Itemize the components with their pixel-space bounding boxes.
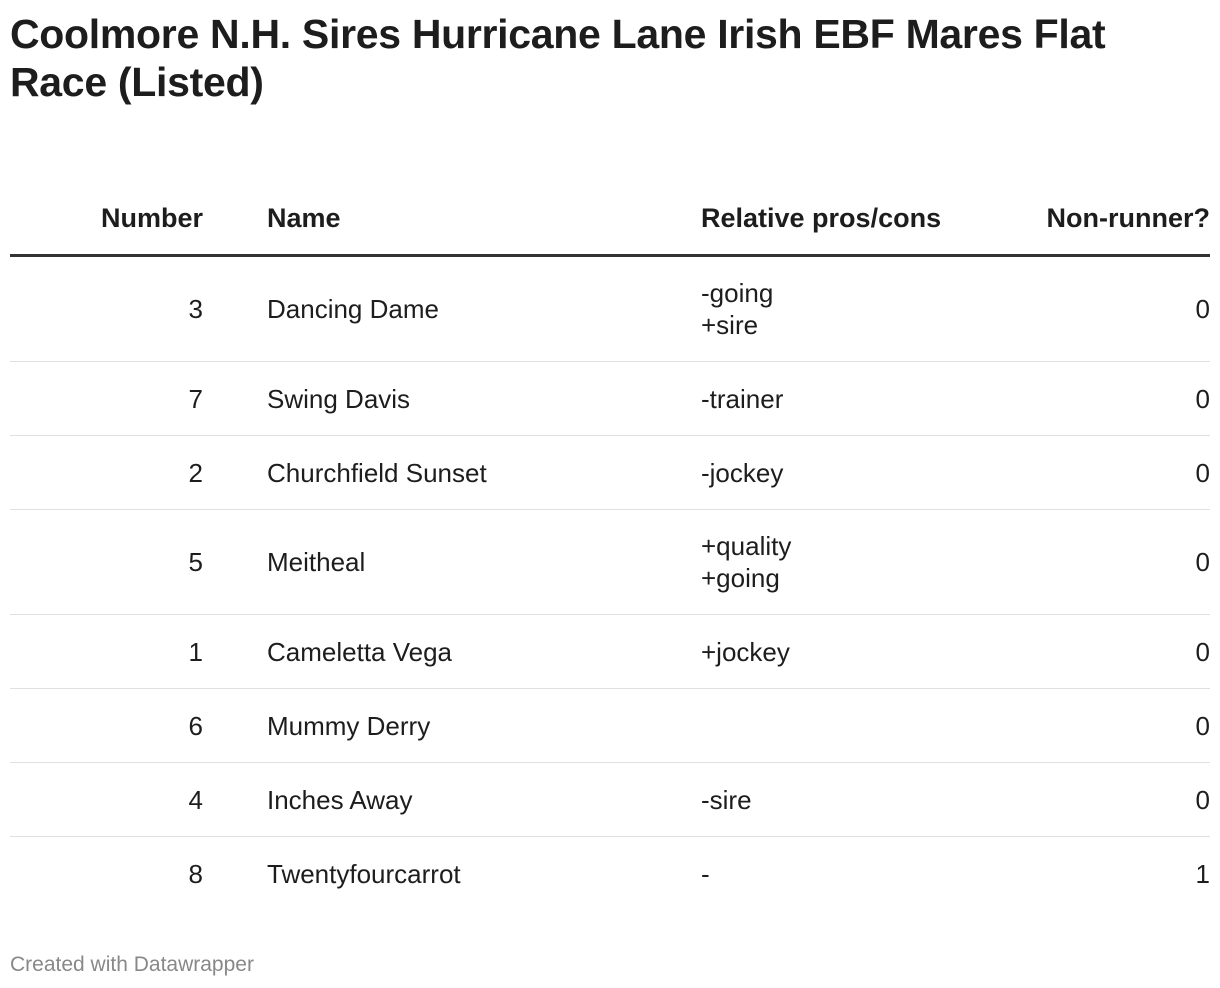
table-row: 7 Swing Davis -trainer 0	[10, 361, 1210, 436]
pros-cons-item: +going	[701, 563, 780, 593]
page-title: Coolmore N.H. Sires Hurricane Lane Irish…	[10, 11, 1106, 105]
cell-non-runner: 0	[1001, 509, 1210, 615]
cell-name: Twentyfourcarrot	[267, 858, 461, 889]
column-header-pros-cons[interactable]: Relative pros/cons	[701, 162, 1001, 257]
cell-number: 3	[10, 255, 203, 362]
cell-name: Mummy Derry	[203, 688, 701, 763]
cell-non-runner: 0	[1001, 361, 1210, 436]
cell-pros-cons: +quality +going	[701, 509, 1001, 615]
table-header-row: Number Name Relative pros/cons Non-runne…	[10, 162, 1210, 257]
cell-pros-cons: -jockey	[701, 435, 1001, 510]
credit-footer: Created with Datawrapper	[10, 953, 254, 976]
cell-number: 5	[10, 509, 203, 615]
column-header-non-runner[interactable]: Non-runner?	[1001, 162, 1210, 257]
pros-cons-item: -jockey	[701, 457, 784, 488]
cell-number: 7	[10, 361, 203, 436]
cell-name: Meitheal	[203, 509, 701, 615]
cell-number: 2	[10, 435, 203, 510]
pros-cons-item: +sire	[701, 310, 759, 340]
cell-pros-cons: -sire	[701, 762, 1001, 837]
table-row: 1 Cameletta Vega +jockey 0	[10, 614, 1210, 689]
cell-non-runner: 0	[1001, 688, 1210, 763]
pros-cons-item: -going	[701, 278, 774, 308]
table-row: 2 Churchfield Sunset -jockey 0	[10, 435, 1210, 510]
cell-non-runner: 1	[1195, 858, 1210, 889]
table-row: 3 Dancing Dame -going +sire 0	[10, 255, 1210, 362]
cell-number: 8	[188, 858, 203, 889]
pros-cons-item: -sire	[701, 784, 752, 815]
table-row: 4 Inches Away -sire 0	[10, 762, 1210, 837]
column-header-name[interactable]: Name	[203, 162, 701, 257]
cell-number: 4	[10, 762, 203, 837]
cell-number: 1	[10, 614, 203, 689]
table-body: 3 Dancing Dame -going +sire 0 7 Swing Davis -tr…	[10, 255, 1210, 911]
cell-name: Swing Davis	[203, 361, 701, 436]
cell-name: Cameletta Vega	[203, 614, 701, 689]
table-row: 8 Twentyfourcarrot - 1	[10, 837, 1210, 911]
cell-number: 6	[10, 688, 203, 763]
cell-pros-cons	[701, 688, 1001, 763]
cell-non-runner: 0	[1001, 255, 1210, 362]
cell-non-runner: 0	[1001, 435, 1210, 510]
cell-name: Dancing Dame	[203, 255, 701, 362]
table-row: 6 Mummy Derry 0	[10, 688, 1210, 763]
cell-pros-cons: -trainer	[701, 361, 1001, 436]
table-row: 5 Meitheal +quality +going 0	[10, 509, 1210, 615]
cell-non-runner: 0	[1001, 762, 1210, 837]
pros-cons-item: +jockey	[701, 636, 790, 667]
column-header-number[interactable]: Number	[10, 162, 203, 257]
cell-pros-cons: -	[701, 837, 1001, 911]
cell-non-runner: 0	[1001, 614, 1210, 689]
pros-cons-item: -trainer	[701, 383, 784, 414]
pros-cons-item: -	[701, 858, 710, 889]
cell-name: Churchfield Sunset	[203, 435, 701, 510]
cell-pros-cons: -going +sire	[701, 255, 1001, 362]
pros-cons-item: +quality	[701, 531, 792, 561]
cell-name: Inches Away	[203, 762, 701, 837]
race-table: Number Name Relative pros/cons Non-runne…	[10, 162, 1210, 910]
cell-pros-cons: +jockey	[701, 614, 1001, 689]
